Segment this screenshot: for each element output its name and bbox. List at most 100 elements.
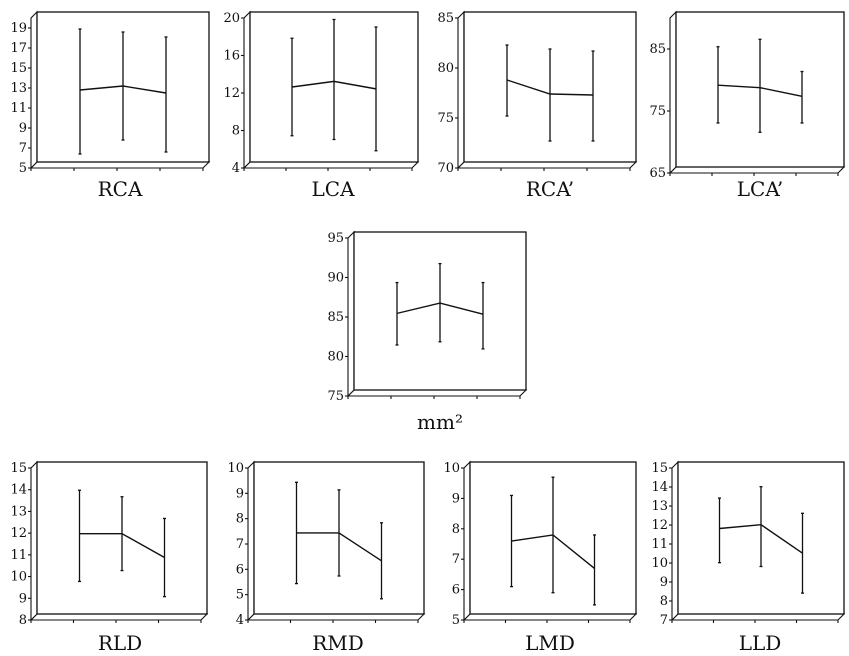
y-tick-label: 90 <box>327 271 344 286</box>
mean-line <box>296 532 382 562</box>
y-tick-label: 6 <box>236 562 244 577</box>
panel-label: RMD <box>312 631 364 655</box>
y-tick-label: 4 <box>236 613 244 628</box>
y-tick-label: 85 <box>649 42 666 57</box>
panel-label: LMD <box>525 631 575 655</box>
y-tick-label: 8 <box>19 613 27 628</box>
panel-8: 7 8 9 10 11 12 13 14 15 LLD <box>651 460 846 655</box>
panel-wall <box>243 10 251 170</box>
panel-1: 4 8 12 16 20 LCA <box>223 10 420 201</box>
y-tick-label: 10 <box>651 556 668 571</box>
panel-floor <box>242 161 420 169</box>
mean-line <box>511 534 595 569</box>
panel-wall <box>669 10 677 175</box>
y-tick-label: 19 <box>10 21 27 36</box>
y-tick-label: 13 <box>10 504 27 519</box>
panel-label: RCA <box>98 177 143 201</box>
y-tick-label: 85 <box>327 310 344 325</box>
panel-7: 5 6 7 8 9 10 LMD <box>443 460 638 655</box>
y-tick-label: 15 <box>10 461 27 476</box>
panel-0: 5 7 9 11 13 15 17 19 RCA <box>10 10 211 201</box>
panel-label: RCA’ <box>526 177 574 201</box>
mean-line <box>79 85 167 94</box>
panel-floor <box>346 389 528 397</box>
y-tick-label: 14 <box>651 480 668 495</box>
mean-line <box>291 80 377 90</box>
y-tick-label: 12 <box>223 86 240 101</box>
y-tick-label: 8 <box>452 522 460 537</box>
y-tick-label: 7 <box>660 613 668 628</box>
y-tick-label: 15 <box>10 61 27 76</box>
y-tick-label: 14 <box>10 483 27 498</box>
y-tick-label: 10 <box>443 461 460 476</box>
panel-label: LCA <box>311 177 355 201</box>
y-tick-label: 11 <box>651 537 668 552</box>
panel-label: LLD <box>739 631 782 655</box>
mean-line <box>506 79 594 96</box>
panel-wall <box>671 460 679 622</box>
y-tick-label: 85 <box>437 11 454 26</box>
y-tick-label: 7 <box>236 537 244 552</box>
panel-wall <box>247 460 255 622</box>
panel-floor <box>29 613 209 621</box>
panel-floor <box>668 166 846 174</box>
y-tick-label: 17 <box>10 41 27 56</box>
y-tick-label: 9 <box>19 591 27 606</box>
y-tick-label: 5 <box>236 588 244 603</box>
y-tick-label: 8 <box>660 594 668 609</box>
y-tick-label: 13 <box>651 499 668 514</box>
mean-line <box>79 532 165 559</box>
y-tick-label: 95 <box>327 231 344 246</box>
y-tick-label: 11 <box>10 548 27 563</box>
mean-line <box>719 523 803 554</box>
y-tick-label: 9 <box>660 575 668 590</box>
y-tick-label: 8 <box>232 124 240 139</box>
panel-wall <box>30 460 38 622</box>
panel-6: 4 5 6 7 8 9 10 RMD <box>227 460 426 655</box>
y-tick-label: 9 <box>236 486 244 501</box>
y-tick-label: 15 <box>651 461 668 476</box>
y-tick-label: 12 <box>10 526 27 541</box>
y-tick-label: 9 <box>452 491 460 506</box>
panel-wall <box>347 230 355 398</box>
panel-floor <box>670 613 846 621</box>
y-tick-label: 7 <box>19 141 27 156</box>
panel-2: 70 75 80 85 RCA’ <box>437 10 638 201</box>
y-tick-label: 12 <box>651 518 668 533</box>
y-tick-label: 11 <box>10 101 27 116</box>
y-tick-label: 16 <box>223 49 240 64</box>
y-tick-label: 8 <box>236 512 244 527</box>
panel-floor <box>246 613 426 621</box>
y-tick-label: 75 <box>437 111 454 126</box>
panel-wall <box>457 10 465 170</box>
y-tick-label: 4 <box>232 161 240 176</box>
y-tick-label: 5 <box>19 161 27 176</box>
y-tick-label: 6 <box>452 583 460 598</box>
mean-line <box>717 84 803 98</box>
y-tick-label: 80 <box>327 350 344 365</box>
panel-label: RLD <box>98 631 142 655</box>
y-tick-label: 75 <box>649 104 666 119</box>
panel-floor <box>462 613 638 621</box>
y-tick-label: 13 <box>10 81 27 96</box>
y-tick-label: 5 <box>452 613 460 628</box>
mean-line <box>396 302 484 315</box>
panel-label: LCA’ <box>737 177 783 201</box>
y-tick-label: 9 <box>19 121 27 136</box>
panel-label: mm² <box>417 410 463 434</box>
panel-wall <box>30 10 38 170</box>
y-tick-label: 65 <box>649 166 666 181</box>
panel-5: 8 9 10 11 12 13 14 15 RLD <box>10 460 209 655</box>
y-tick-label: 10 <box>10 570 27 585</box>
y-tick-label: 80 <box>437 61 454 76</box>
panel-floor <box>29 161 211 169</box>
panel-4: 75 80 85 90 95 mm² <box>327 230 528 434</box>
y-tick-label: 7 <box>452 552 460 567</box>
y-tick-label: 70 <box>437 161 454 176</box>
y-tick-label: 10 <box>227 461 244 476</box>
y-tick-label: 20 <box>223 11 240 26</box>
panel-3: 65 75 85 LCA’ <box>649 10 846 201</box>
panel-wall <box>463 460 471 622</box>
panel-floor <box>456 161 638 169</box>
